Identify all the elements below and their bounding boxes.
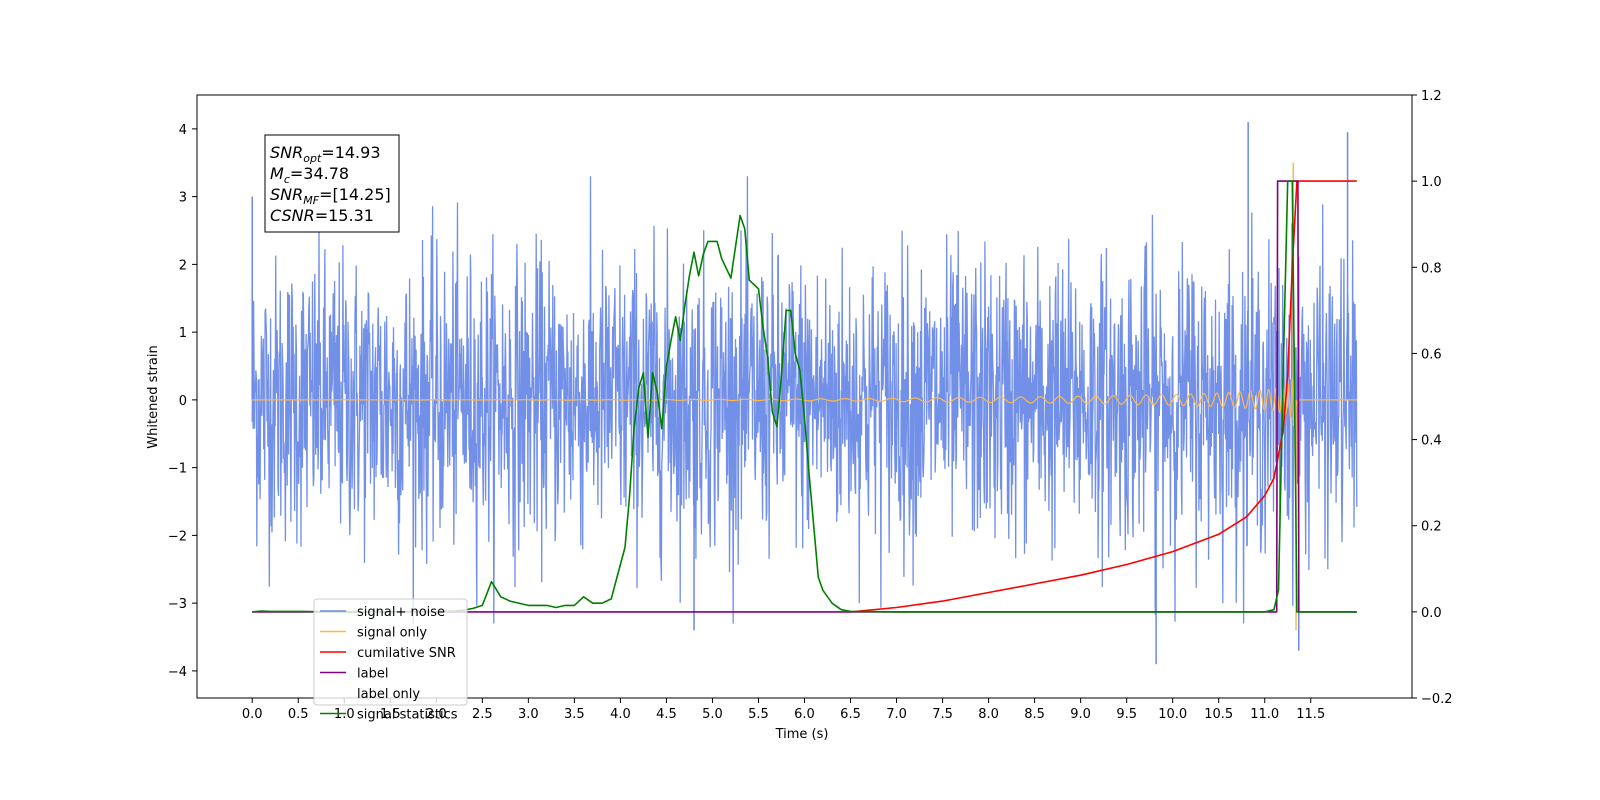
x-tick-label: 2.0 (426, 707, 447, 722)
annotation-line: SNRopt=14.93 (270, 143, 381, 165)
annotation-symbol: CSNR (270, 206, 315, 225)
y-tick-label: 3 (179, 191, 187, 206)
right-axis-series (252, 180, 1357, 613)
x-tick-label: 0.5 (288, 707, 309, 722)
x-tick-label: 7.0 (886, 707, 907, 722)
y-tick-label: −4 (168, 665, 187, 680)
x-tick-label: 3.5 (564, 707, 585, 722)
y-tick-label: −3 (168, 597, 187, 612)
y2-tick-label: 0.0 (1421, 606, 1442, 621)
annotation-value: =34.78 (290, 164, 349, 183)
annotation-symbol: SNR (270, 185, 303, 204)
y2-tick-label: −0.2 (1421, 692, 1453, 707)
y-axis-right: 1.2 1.0 0.8 0.6 0.4 0.2 0.0 −0.2 (1412, 89, 1453, 707)
x-tick-label: 1.5 (380, 707, 401, 722)
x-tick-label: 9.5 (1116, 707, 1137, 722)
x-tick-label: 6.5 (840, 707, 861, 722)
x-tick-label: 10.5 (1204, 707, 1233, 722)
x-tick-label: 9.0 (1070, 707, 1091, 722)
y-tick-label: 2 (179, 258, 187, 273)
series-signal-statistics (252, 180, 1357, 613)
x-axis-label: Time (s) (775, 727, 829, 742)
y-tick-label: −2 (168, 529, 187, 544)
x-axis: 0.0 0.5 1.0 1.5 2.0 2.5 3.0 3.5 4.0 4.5 5.0 5.5 6.0 6… (242, 698, 1325, 722)
annotation-symbol: M (270, 164, 284, 183)
y-axis-left: 4 3 2 1 0 −1 −2 −3 −4 (168, 123, 197, 680)
annotation-subscript: c (284, 173, 290, 186)
y-tick-label: 4 (179, 123, 187, 138)
annotation-subscript: opt (303, 152, 322, 165)
annotation-value: =[14.25] (319, 185, 391, 204)
x-tick-label: 8.5 (1024, 707, 1045, 722)
signal-plus-noise-line (251, 176, 1358, 624)
y-tick-label: 1 (179, 326, 187, 341)
annotation-line: SNRMF=[14.25] (270, 185, 391, 207)
x-tick-label: 6.0 (794, 707, 815, 722)
y-axis-label: Whitened strain (146, 345, 161, 448)
stats-annotation-box: SNRopt=14.93Mc=34.78SNRMF=[14.25]CSNR=15… (264, 134, 400, 233)
legend-entry: signal statistics (357, 708, 458, 723)
annotation-value: =14.93 (321, 143, 380, 162)
x-tick-label: 4.0 (610, 707, 631, 722)
y2-tick-label: 0.6 (1421, 347, 1442, 362)
legend-frame (313, 598, 468, 706)
annotation-symbol: SNR (270, 143, 303, 162)
y2-tick-label: 1.2 (1421, 89, 1442, 104)
legend: signal+ noise signal only cumilative SNR la… (313, 598, 468, 723)
x-tick-label: 11.5 (1296, 707, 1325, 722)
x-tick-label: 5.0 (702, 707, 723, 722)
y-tick-label: −1 (168, 462, 187, 477)
series-signal-plus-noise (251, 122, 1358, 665)
y2-tick-label: 0.8 (1421, 261, 1442, 276)
x-tick-label: 7.5 (932, 707, 953, 722)
legend-entry: signal+ noise (357, 605, 445, 620)
x-tick-label: 10.0 (1158, 707, 1187, 722)
x-tick-label: 8.0 (978, 707, 999, 722)
y2-tick-label: 0.2 (1421, 520, 1442, 535)
x-tick-label: 5.5 (748, 707, 769, 722)
x-tick-label: 3.0 (518, 707, 539, 722)
legend-entry: label only (357, 687, 420, 702)
legend-entry: signal only (357, 626, 427, 641)
x-tick-label: 2.5 (472, 707, 493, 722)
y2-tick-label: 0.4 (1421, 434, 1442, 449)
annotation-line: CSNR=15.31 (270, 206, 374, 225)
x-tick-label: 11.0 (1250, 707, 1279, 722)
legend-entry: cumilative SNR (357, 646, 456, 661)
annotation-line: Mc=34.78 (270, 164, 349, 186)
y2-tick-label: 1.0 (1421, 175, 1442, 190)
x-tick-label: 4.5 (656, 707, 677, 722)
x-tick-label: 1.0 (334, 707, 355, 722)
y-tick-label: 0 (179, 394, 187, 409)
signal-only-line (252, 378, 1357, 426)
annotation-subscript: MF (303, 194, 319, 207)
legend-entry: label (357, 667, 388, 682)
annotation-value: =15.31 (315, 206, 374, 225)
annotation-frame (264, 134, 400, 233)
x-tick-label: 0.0 (242, 707, 263, 722)
